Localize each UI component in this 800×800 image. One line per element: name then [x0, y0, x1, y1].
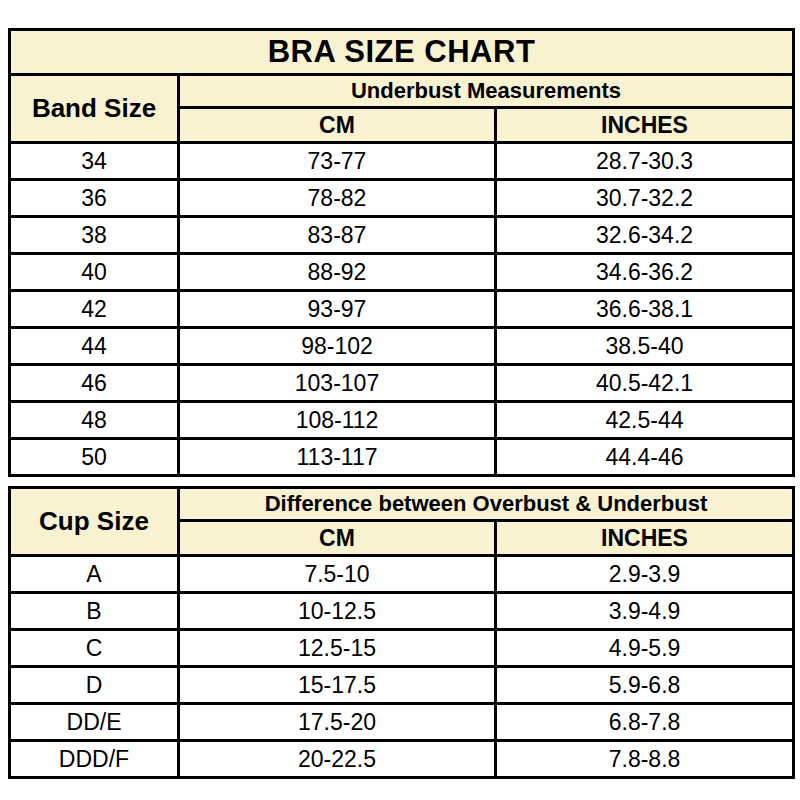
- band-row: 48 108-112 42.5-44: [10, 402, 794, 439]
- cup-size-cell: A: [10, 556, 179, 593]
- cup-inches-cell: 7.8-8.8: [496, 741, 794, 778]
- band-inches-cell: 44.4-46: [496, 439, 794, 476]
- band-cm-cell: 108-112: [179, 402, 496, 439]
- cup-row: A 7.5-10 2.9-3.9: [10, 556, 794, 593]
- band-row: 46 103-107 40.5-42.1: [10, 365, 794, 402]
- band-cm-cell: 93-97: [179, 291, 496, 328]
- cup-inches-cell: 4.9-5.9: [496, 630, 794, 667]
- band-cm-cell: 113-117: [179, 439, 496, 476]
- band-size-column-header: Band Size: [10, 75, 179, 143]
- band-cm-cell: 103-107: [179, 365, 496, 402]
- band-size-cell: 50: [10, 439, 179, 476]
- cup-cm-cell: 15-17.5: [179, 667, 496, 704]
- cup-cm-column-header: CM: [179, 521, 496, 556]
- cup-inches-cell: 5.9-6.8: [496, 667, 794, 704]
- cup-cm-cell: 7.5-10: [179, 556, 496, 593]
- band-inches-cell: 30.7-32.2: [496, 180, 794, 217]
- band-size-cell: 36: [10, 180, 179, 217]
- band-inches-column-header: INCHES: [496, 108, 794, 143]
- underbust-measurements-header: Underbust Measurements: [179, 75, 794, 108]
- band-size-cell: 46: [10, 365, 179, 402]
- band-size-cell: 42: [10, 291, 179, 328]
- band-size-table: BRA SIZE CHART Band Size Underbust Measu…: [8, 28, 795, 477]
- band-size-cell: 48: [10, 402, 179, 439]
- band-row: 44 98-102 38.5-40: [10, 328, 794, 365]
- cup-size-cell: C: [10, 630, 179, 667]
- band-cm-cell: 98-102: [179, 328, 496, 365]
- cup-size-cell: D: [10, 667, 179, 704]
- cup-cm-cell: 10-12.5: [179, 593, 496, 630]
- band-cm-cell: 88-92: [179, 254, 496, 291]
- band-cm-cell: 83-87: [179, 217, 496, 254]
- band-inches-cell: 36.6-38.1: [496, 291, 794, 328]
- band-cm-cell: 78-82: [179, 180, 496, 217]
- cup-size-cell: DDD/F: [10, 741, 179, 778]
- band-inches-cell: 28.7-30.3: [496, 143, 794, 180]
- band-inches-cell: 42.5-44: [496, 402, 794, 439]
- cup-cm-cell: 20-22.5: [179, 741, 496, 778]
- cup-size-table: Cup Size Difference between Overbust & U…: [8, 486, 795, 779]
- cup-inches-cell: 6.8-7.8: [496, 704, 794, 741]
- band-inches-cell: 40.5-42.1: [496, 365, 794, 402]
- cup-row: DDD/F 20-22.5 7.8-8.8: [10, 741, 794, 778]
- cup-row: B 10-12.5 3.9-4.9: [10, 593, 794, 630]
- cup-row: C 12.5-15 4.9-5.9: [10, 630, 794, 667]
- band-row: 40 88-92 34.6-36.2: [10, 254, 794, 291]
- cup-cm-cell: 12.5-15: [179, 630, 496, 667]
- band-row: 42 93-97 36.6-38.1: [10, 291, 794, 328]
- cup-size-column-header: Cup Size: [10, 488, 179, 556]
- band-row: 50 113-117 44.4-46: [10, 439, 794, 476]
- cup-inches-cell: 2.9-3.9: [496, 556, 794, 593]
- band-row: 38 83-87 32.6-34.2: [10, 217, 794, 254]
- band-inches-cell: 32.6-34.2: [496, 217, 794, 254]
- band-inches-cell: 34.6-36.2: [496, 254, 794, 291]
- band-cm-cell: 73-77: [179, 143, 496, 180]
- chart-title: BRA SIZE CHART: [10, 30, 794, 75]
- band-cm-column-header: CM: [179, 108, 496, 143]
- band-size-cell: 40: [10, 254, 179, 291]
- band-row: 34 73-77 28.7-30.3: [10, 143, 794, 180]
- cup-size-cell: B: [10, 593, 179, 630]
- band-size-cell: 38: [10, 217, 179, 254]
- band-inches-cell: 38.5-40: [496, 328, 794, 365]
- band-size-cell: 34: [10, 143, 179, 180]
- band-row: 36 78-82 30.7-32.2: [10, 180, 794, 217]
- cup-row: D 15-17.5 5.9-6.8: [10, 667, 794, 704]
- cup-inches-cell: 3.9-4.9: [496, 593, 794, 630]
- cup-size-cell: DD/E: [10, 704, 179, 741]
- cup-row: DD/E 17.5-20 6.8-7.8: [10, 704, 794, 741]
- cup-cm-cell: 17.5-20: [179, 704, 496, 741]
- band-size-cell: 44: [10, 328, 179, 365]
- cup-inches-column-header: INCHES: [496, 521, 794, 556]
- difference-header: Difference between Overbust & Underbust: [179, 488, 794, 521]
